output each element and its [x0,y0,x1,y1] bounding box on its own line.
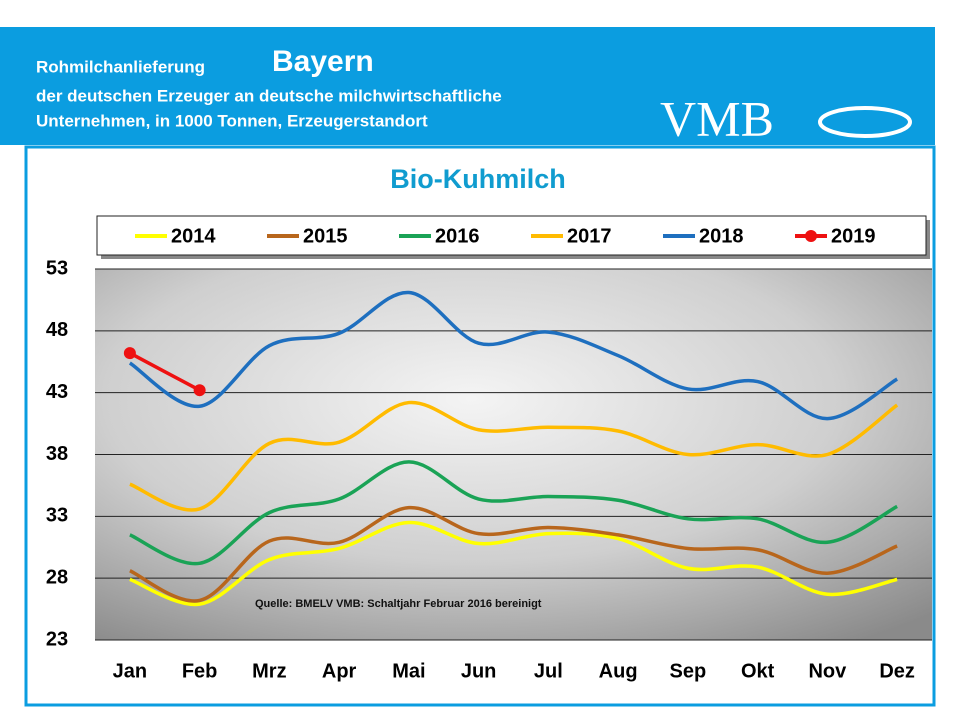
x-tick-label: Jul [534,660,563,682]
data-point [193,384,206,397]
series-line [128,290,899,421]
x-tick-label: Jun [461,660,497,682]
legend-label: 2014 [171,225,216,247]
header-band [0,27,935,145]
y-tick-label: 33 [46,505,68,527]
y-tick-label: 43 [46,381,68,403]
x-tick-label: Apr [322,660,357,682]
header-line1: Rohmilchanlieferung [36,57,205,76]
x-tick-label: Sep [670,660,707,682]
series-line [129,520,898,607]
header-line2: der deutschen Erzeuger an deutsche milch… [36,86,502,105]
annotation: Quelle: BMELV VMB: Schaltjahr Februar 20… [255,598,542,610]
series-line [129,460,898,566]
legend [96,215,927,256]
x-tick-label: Mai [392,660,425,682]
x-tick-label: Feb [182,660,218,682]
y-tick-label: 23 [46,628,68,650]
x-tick-label: Jan [113,660,147,682]
y-tick-label: 38 [46,443,68,465]
series-line [129,505,898,603]
logo: VMB [660,90,774,146]
y-tick-label: 48 [46,319,68,341]
legend-label: 2017 [567,225,612,247]
data-point [123,347,136,360]
x-tick-label: Okt [741,660,775,682]
chart-title: Bio-Kuhmilch [390,164,566,194]
x-tick-label: Dez [879,660,915,682]
x-tick-label: Nov [808,660,847,682]
y-tick-label: 28 [46,566,68,588]
x-tick-label: Mrz [252,660,286,682]
legend-label: 2015 [303,225,348,247]
legend-label: 2016 [435,225,480,247]
x-tick-label: Aug [599,660,638,682]
y-tick-label: 53 [46,257,68,279]
header-region: Bayern [272,45,374,78]
logo-swirl [818,106,912,138]
legend-label: 2018 [699,225,744,247]
header-line3: Unternehmen, in 1000 Tonnen, Erzeugersta… [36,111,428,130]
series-line [129,400,899,512]
legend-marker [805,230,817,242]
legend-label: 2019 [831,225,876,247]
